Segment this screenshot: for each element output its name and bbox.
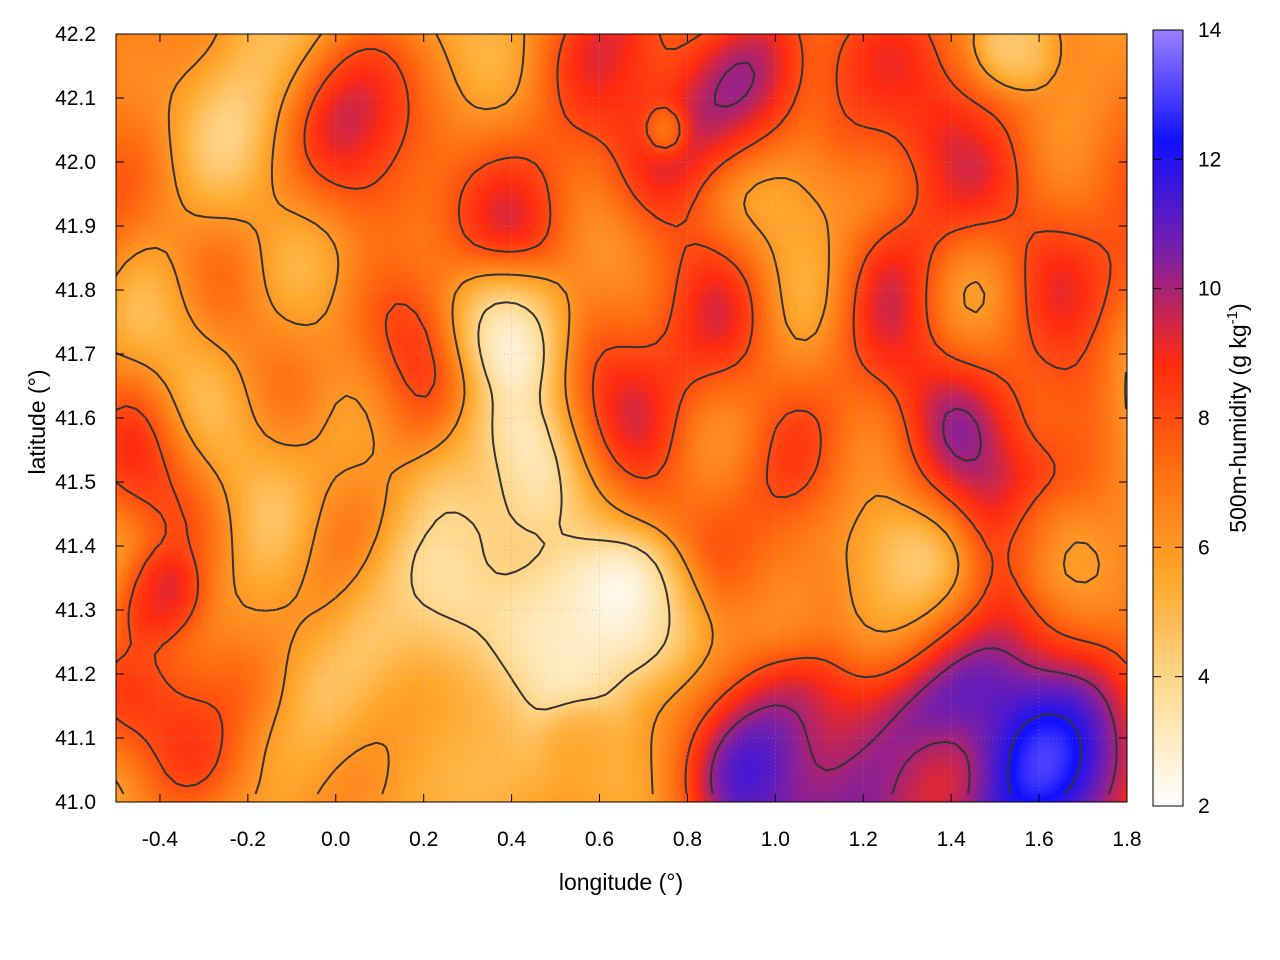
y-tick-label: 41.2: [55, 663, 96, 686]
grid-lines: [116, 34, 1127, 802]
colorbar-tick-label: 6: [1198, 536, 1210, 559]
y-tick-label: 41.0: [55, 791, 96, 814]
contour-line: [1006, 713, 1083, 795]
x-tick-label: 0.2: [409, 828, 438, 851]
y-tick-label: 41.9: [55, 215, 96, 238]
x-tick-label: 1.0: [761, 828, 790, 851]
x-tick-label: 1.8: [1112, 828, 1141, 851]
x-axis: -0.4 -0.2 0.0 0.2 0.4 0.6 0.8 1.0 1.2 1.4 1.6 1.8: [142, 34, 1142, 851]
x-tick-label: 1.6: [1024, 828, 1053, 851]
y-tick-label: 41.8: [55, 279, 96, 302]
colorbar-tick-label: 4: [1198, 666, 1210, 689]
colorbar-tick-label: 12: [1198, 148, 1221, 171]
x-tick-label: 1.4: [937, 828, 967, 851]
y-tick-label: 41.4: [55, 535, 96, 558]
x-axis-title: longitude (°): [559, 869, 683, 895]
x-tick-label: 0.8: [673, 828, 702, 851]
contour-line: [710, 61, 1118, 795]
contour-line: [116, 34, 1127, 795]
y-tick-label: 41.1: [55, 727, 96, 750]
y-tick-label: 41.7: [55, 343, 96, 366]
y-tick-label: 42.0: [55, 151, 96, 174]
y-tick-label: 42.1: [55, 87, 96, 110]
x-tick-label: -0.2: [230, 828, 266, 851]
colorbar-axis: 2 4 6 8 10 12 14: [1153, 19, 1222, 818]
x-tick-label: 0.0: [321, 828, 350, 851]
colorbar-tick-label: 14: [1198, 19, 1222, 42]
contour-line: [410, 301, 671, 711]
y-tick-label: 41.6: [55, 407, 96, 430]
contour-line: [116, 34, 1127, 795]
y-axis: 41.0 41.1 41.2 41.3 41.4 41.5 41.6 41.7 41.8 41.9…: [55, 23, 1127, 814]
x-tick-label: 0.6: [585, 828, 614, 851]
y-axis-title: latitude (°): [24, 369, 50, 474]
heatmap-field: [116, 34, 1127, 802]
y-tick-label: 42.2: [55, 23, 96, 46]
y-tick-label: 41.3: [55, 599, 96, 622]
colorbar-tick-label: 10: [1198, 278, 1221, 301]
contour-lines: [116, 34, 1127, 795]
colorbar-title: 500m-humidity (g kg-1): [1224, 303, 1251, 532]
x-tick-label: 1.2: [849, 828, 878, 851]
y-tick-label: 41.5: [55, 471, 96, 494]
x-tick-label: -0.4: [142, 828, 179, 851]
x-tick-label: 0.4: [497, 828, 527, 851]
colorbar-tick-label: 8: [1198, 407, 1210, 430]
colorbar-tick-label: 2: [1198, 795, 1210, 818]
